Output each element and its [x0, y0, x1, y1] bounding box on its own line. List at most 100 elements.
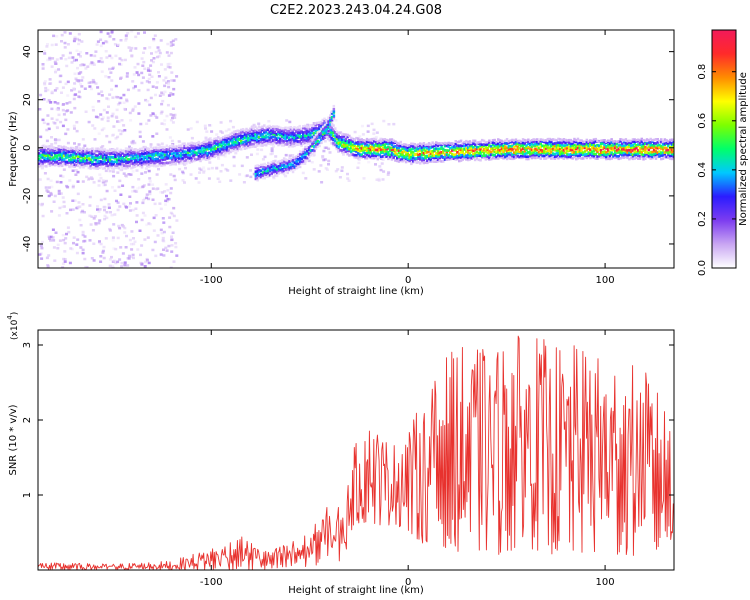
spectrogram-noise-cell: [126, 32, 130, 35]
spectrogram-noise-cell: [346, 177, 350, 180]
spectrogram-cell: [387, 139, 390, 142]
spectrogram-cell: [172, 147, 176, 151]
spectrogram-cell: [295, 134, 298, 137]
spectrogram-noise-cell: [172, 206, 176, 210]
spectrogram-cell: [562, 144, 566, 147]
spectrogram-cell: [247, 140, 250, 144]
spectrogram-cell: [335, 135, 339, 139]
spectrogram-cell: [75, 159, 78, 163]
spectrogram-cell: [672, 143, 674, 146]
spectrogram-cell: [281, 170, 284, 173]
spectrogram-cell: [192, 147, 195, 150]
spectrogram-cell: [436, 150, 440, 153]
spectrogram-cell: [380, 155, 383, 158]
spectrogram-cell: [575, 144, 578, 148]
spectrogram-noise-cell: [169, 191, 173, 195]
spectrogram-noise-cell: [382, 170, 386, 173]
spectrogram-cell: [48, 152, 52, 155]
spectrogram-cell: [84, 156, 87, 160]
spectrogram-cell: [89, 153, 92, 157]
spectrogram-noise-cell: [51, 228, 55, 231]
spectrogram-cell: [316, 135, 320, 138]
spectrogram-cell: [333, 130, 337, 134]
spectrogram-noise-cell: [132, 86, 136, 90]
spectrogram-cell: [534, 140, 537, 143]
spectrogram-cell: [199, 152, 202, 155]
spectrogram-noise-cell: [158, 202, 162, 205]
spectrogram-noise-cell: [133, 240, 137, 243]
spectrogram-noise-cell: [80, 79, 84, 82]
spectrogram-cell: [254, 166, 258, 170]
spectrogram-cell: [167, 145, 170, 149]
spectrogram-noise-cell: [141, 201, 145, 205]
spectrogram-noise-cell: [56, 126, 59, 130]
spectrogram-cell: [201, 157, 204, 161]
spectrogram-cell: [424, 154, 427, 158]
spectrogram-cell: [566, 139, 569, 142]
spectrogram-cell: [663, 138, 667, 141]
spectrogram-cell: [603, 153, 606, 156]
spectrogram-cell: [273, 135, 277, 139]
spectrogram-cell: [419, 162, 422, 165]
spectrogram-cell: [355, 145, 358, 149]
spectrogram-cell: [147, 151, 151, 154]
spectrogram-cell: [234, 138, 238, 141]
spectrogram-cell: [133, 165, 137, 168]
spectrogram-cell: [569, 155, 573, 159]
spectrogram-noise-cell: [102, 127, 106, 130]
spectrogram-cell: [209, 152, 213, 156]
spectrogram-cell: [75, 163, 78, 167]
spectrogram-noise-cell: [133, 105, 137, 108]
spectrogram-noise-cell: [163, 84, 167, 88]
snr-scale-suffix: ): [10, 312, 20, 316]
spectrogram-cell: [247, 144, 250, 148]
spectrogram-cell: [631, 140, 635, 143]
spectrogram-cell: [116, 160, 119, 164]
spectrogram-noise-cell: [168, 136, 172, 139]
spectrogram-noise-cell: [93, 54, 97, 58]
spectrogram-cell: [314, 127, 317, 130]
spectrogram-cell: [654, 157, 658, 160]
spectrogram-noise-cell: [160, 63, 163, 66]
spectrogram-cell: [101, 154, 105, 158]
spectrogram-cell: [271, 139, 275, 142]
spectrogram-noise-cell: [177, 140, 181, 143]
spectrogram-cell: [126, 166, 130, 170]
spectrogram-noise-cell: [250, 153, 253, 156]
spectrogram-cell: [302, 133, 305, 136]
spectrogram-cell: [417, 143, 420, 146]
spectrogram-cell: [660, 144, 663, 148]
spectrogram-noise-cell: [256, 148, 260, 151]
spectrogram-cell: [435, 160, 438, 163]
spectrogram-noise-cell: [144, 171, 147, 174]
colorbar-gradient: [712, 30, 736, 268]
spectrogram-cell: [108, 159, 112, 163]
spectrogram-cell: [433, 154, 436, 157]
spectrogram-cell: [149, 157, 153, 160]
spectrogram-cell: [339, 149, 342, 152]
spectrogram-noise-cell: [166, 103, 170, 107]
spectrogram-noise-cell: [77, 201, 81, 204]
spectrogram-cell: [218, 150, 222, 153]
spectrogram-cell: [208, 145, 211, 148]
spectrogram-cell: [135, 164, 138, 168]
spectrogram-cell: [185, 155, 188, 159]
spectrogram-cell: [638, 150, 642, 153]
spectrogram-cell: [167, 148, 170, 151]
spectrogram-cell: [188, 147, 192, 150]
spectrogram-noise-cell: [80, 210, 84, 214]
spectrogram-cell: [254, 172, 258, 175]
spectrogram-noise-cell: [143, 47, 147, 50]
spectrogram-cell: [272, 162, 275, 166]
spectrogram-cell: [640, 137, 643, 141]
spectrogram-cell: [41, 145, 44, 148]
spectrogram-cell: [617, 147, 620, 151]
spectrogram-noise-cell: [338, 176, 342, 179]
spectrogram-cell: [619, 153, 622, 156]
spectrogram-noise-cell: [99, 176, 103, 180]
spectrogram-noise-cell: [117, 129, 121, 132]
spectrogram-noise-cell: [138, 135, 142, 138]
spectrogram-cell: [121, 149, 124, 153]
spectrogram-cell: [57, 157, 60, 161]
spectrogram-cell: [613, 154, 617, 157]
